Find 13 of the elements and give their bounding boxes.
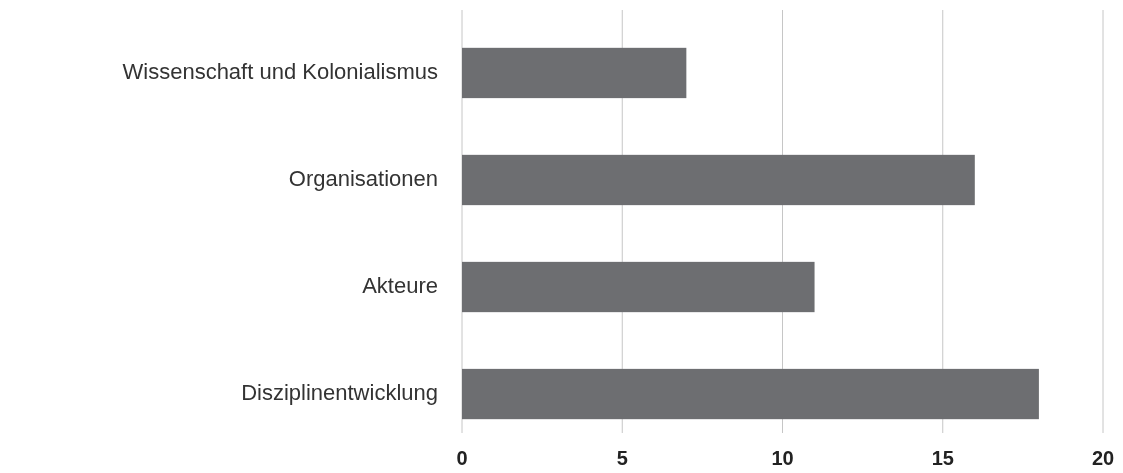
y-tick-label: Akteure: [362, 272, 438, 298]
bar: [462, 368, 1039, 420]
bar: [462, 154, 975, 206]
y-tick-label: Wissenschaft und Kolonialismus: [122, 58, 438, 84]
x-tick-label: 15: [931, 447, 954, 469]
y-tick-label: Organisationen: [288, 165, 438, 191]
x-tick-label: 5: [616, 447, 628, 469]
bar: [462, 261, 815, 313]
x-tick-label: 10: [771, 447, 794, 469]
bar: [462, 47, 687, 99]
x-tick-label: 20: [1091, 447, 1115, 469]
x-tick-label: 0: [456, 447, 468, 469]
y-tick-label: Disziplinentwicklung: [241, 379, 438, 405]
